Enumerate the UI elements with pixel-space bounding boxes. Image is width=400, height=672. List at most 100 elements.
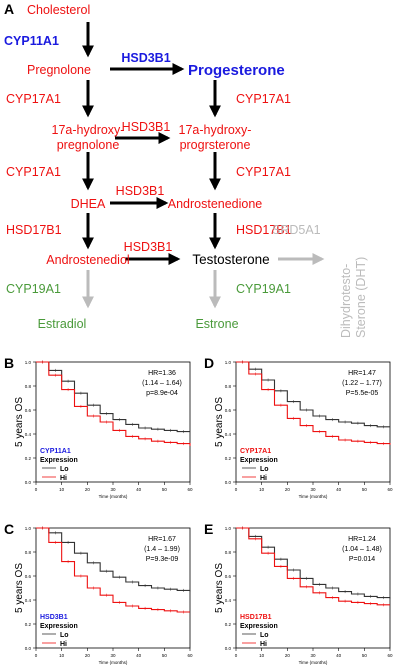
hazard-ratio: HR=1.67 <box>148 536 176 543</box>
x-tick-label: 60 <box>187 487 193 492</box>
y-axis-label: 5 years OS <box>14 563 25 613</box>
hazard-ratio: HR=1.24 <box>348 536 376 543</box>
x-tick-label: 40 <box>336 653 342 658</box>
enzyme-hsd3b1-mid: HSD3B1 <box>122 120 171 134</box>
km-curve-hi <box>236 361 391 445</box>
enzyme-cyp17a1-right-1: CYP17A1 <box>236 92 291 106</box>
x-axis-label: Time (months) <box>299 660 328 665</box>
legend-gene: HSD17B1 <box>240 614 272 621</box>
y-tick-label: 0.4 <box>25 598 32 603</box>
y-tick-label: 0.0 <box>25 646 32 651</box>
node-pregnolone: Pregnolone <box>27 63 91 77</box>
x-tick-label: 0 <box>35 487 38 492</box>
node-cholesterol: Cholesterol <box>27 3 90 17</box>
node-dhea: DHEA <box>71 197 106 211</box>
panel-letter: B <box>4 355 14 371</box>
x-tick-label: 60 <box>187 653 193 658</box>
x-tick-label: 10 <box>259 653 265 658</box>
panel-a-letter: A <box>4 1 14 17</box>
node-hydroxy-pregnolone-1: 17a-hydroxy- <box>52 123 125 137</box>
pathway-arrows <box>82 22 221 265</box>
node-testosterone: Testosterone <box>192 252 269 267</box>
y-tick-label: 0.0 <box>225 646 232 651</box>
enzyme-cyp19a1-left: CYP19A1 <box>6 282 61 296</box>
x-tick-label: 20 <box>85 653 91 658</box>
y-tick-label: 0.2 <box>225 456 232 461</box>
enzyme-hsd3b1-bottom: HSD3B1 <box>124 240 173 254</box>
node-hydroxy-progesterone-1: 17a-hydroxy- <box>179 123 252 137</box>
legend-gene: HSD3B1 <box>40 614 68 621</box>
x-tick-label: 50 <box>362 487 368 492</box>
km-plot-d: D 0.0 0.2 0.4 0.6 0.8 1.0 0 10 20 30 40 50 60 Time (mo… <box>200 340 400 506</box>
legend-title: Expression <box>240 457 278 464</box>
confidence-interval: (1.4 – 1.99) <box>144 546 180 553</box>
node-dht-1: Dihydrotesto- <box>339 264 353 338</box>
y-tick-label: 1.0 <box>225 360 232 365</box>
steroid-pathway-diagram: A Cholesterol Pregnolone Progesterone 17… <box>4 1 368 338</box>
pathway-arrows-gray <box>82 253 325 309</box>
x-tick-label: 40 <box>136 487 142 492</box>
x-tick-label: 10 <box>259 487 265 492</box>
x-tick-label: 50 <box>362 653 368 658</box>
x-tick-label: 50 <box>162 487 168 492</box>
legend-title: Expression <box>40 623 78 630</box>
x-tick-label: 40 <box>336 487 342 492</box>
x-tick-label: 0 <box>235 653 238 658</box>
y-axis-label: 5 years OS <box>14 397 25 447</box>
x-tick-label: 10 <box>59 653 65 658</box>
legend-lo-label: Lo <box>260 466 269 473</box>
x-tick-label: 60 <box>387 653 393 658</box>
y-tick-label: 0.6 <box>225 574 232 579</box>
y-tick-label: 0.6 <box>25 574 32 579</box>
enzyme-hsd17b1-right: HSD17B1 <box>236 223 292 237</box>
km-curve-hi <box>236 527 390 606</box>
legend-gene: CYP11A1 <box>40 448 71 455</box>
node-estradiol: Estradiol <box>38 317 87 331</box>
enzyme-cyp17a1-right-2: CYP17A1 <box>236 165 291 179</box>
y-tick-label: 1.0 <box>25 526 32 531</box>
y-tick-label: 0.0 <box>25 480 32 485</box>
km-plot-e: E 0.0 0.2 0.4 0.6 0.8 1.0 0 10 20 30 40 50 60 Time (mo… <box>200 506 400 672</box>
y-tick-label: 0.4 <box>225 598 232 603</box>
legend-hi-label: Hi <box>60 641 67 648</box>
x-tick-label: 0 <box>35 653 38 658</box>
panel-letter: C <box>4 521 14 537</box>
legend-lo-label: Lo <box>260 632 269 639</box>
legend-title: Expression <box>240 623 278 630</box>
node-hydroxy-progesterone-2: progrsterone <box>180 138 251 152</box>
x-tick-label: 20 <box>85 487 91 492</box>
node-estrone: Estrone <box>195 317 238 331</box>
legend-gene: CYP17A1 <box>240 448 271 455</box>
x-tick-label: 0 <box>235 487 238 492</box>
enzyme-cyp11a1: CYP11A1 <box>4 34 59 48</box>
legend-hi-label: Hi <box>260 641 267 648</box>
x-tick-label: 30 <box>110 653 116 658</box>
y-tick-label: 0.6 <box>225 408 232 413</box>
y-tick-label: 1.0 <box>25 360 32 365</box>
node-androstenediol: Androstenediol <box>46 253 129 267</box>
y-tick-label: 0.2 <box>25 622 32 627</box>
p-value: P=0.014 <box>349 556 375 563</box>
y-tick-label: 1.0 <box>225 526 232 531</box>
km-curve-hi <box>36 527 190 613</box>
x-tick-label: 20 <box>285 653 291 658</box>
y-tick-label: 0.8 <box>25 550 32 555</box>
y-tick-label: 0.8 <box>225 384 232 389</box>
y-axis-label: 5 years OS <box>214 397 225 447</box>
y-tick-label: 0.0 <box>225 480 232 485</box>
enzyme-hsd3b1-dhea: HSD3B1 <box>116 184 165 198</box>
confidence-interval: (1.04 – 1.48) <box>342 546 382 553</box>
x-tick-label: 20 <box>285 487 291 492</box>
legend-hi-label: Hi <box>260 475 267 482</box>
legend-hi-label: Hi <box>60 475 67 482</box>
enzyme-cyp17a1-left-1: CYP17A1 <box>6 92 61 106</box>
enzyme-hsd3b1-top: HSD3B1 <box>121 51 170 65</box>
y-tick-label: 0.4 <box>25 432 32 437</box>
p-value: p=8.9e-04 <box>146 390 178 397</box>
x-tick-label: 30 <box>110 487 116 492</box>
enzyme-srd5a1: SRD5A1 <box>272 223 321 237</box>
y-tick-label: 0.4 <box>225 432 232 437</box>
hazard-ratio: HR=1.36 <box>148 370 176 377</box>
confidence-interval: (1.14 – 1.64) <box>142 380 182 387</box>
confidence-interval: (1.22 – 1.77) <box>342 380 382 387</box>
